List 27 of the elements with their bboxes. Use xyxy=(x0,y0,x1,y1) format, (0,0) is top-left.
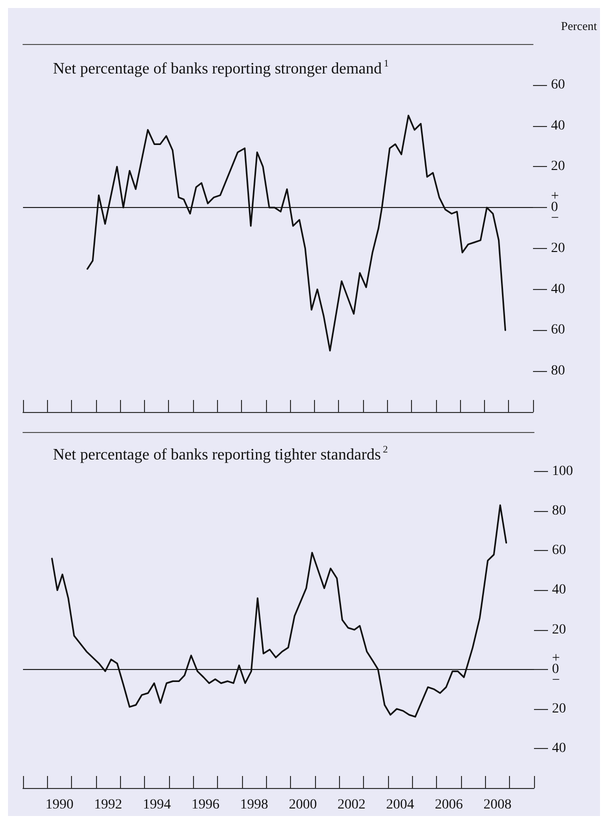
x-tick-label: 1996 xyxy=(192,798,220,812)
y-tick-label: 40 xyxy=(551,118,565,134)
x-tick-label: 2002 xyxy=(338,798,366,812)
x-tick-label: 2006 xyxy=(434,798,463,812)
x-tick-label: 1994 xyxy=(142,798,171,812)
y-axis-title: Percent xyxy=(561,19,598,33)
y-tick-label: 100 xyxy=(552,464,573,480)
y-tick-label: + 0 − xyxy=(551,189,559,226)
x-tick-label: 1990 xyxy=(46,798,74,812)
y-tick-label: 20 xyxy=(552,701,566,716)
y-tick-label: 20 xyxy=(551,159,565,174)
y-tick-label: 20 xyxy=(552,622,566,638)
y-tick-label: 40 xyxy=(552,582,566,598)
y-tick-label: 80 xyxy=(552,504,566,519)
y-tick-label: 60 xyxy=(551,77,565,92)
x-tick-label: 2000 xyxy=(288,798,317,812)
y-tick-label: 60 xyxy=(551,322,565,338)
x-tick-label: 1992 xyxy=(94,798,122,812)
x-tick-label: 2004 xyxy=(386,798,414,812)
y-tick-label: 20 xyxy=(551,240,565,256)
y-tick-label: + 0 − xyxy=(552,650,560,688)
x-tick-label: 1998 xyxy=(240,798,268,812)
x-tick-label: 2008 xyxy=(484,798,512,812)
y-tick-label: 60 xyxy=(552,543,566,558)
y-tick-label: 40 xyxy=(551,282,565,297)
y-tick-label: 80 xyxy=(551,364,565,379)
y-tick-label: 40 xyxy=(552,740,566,756)
